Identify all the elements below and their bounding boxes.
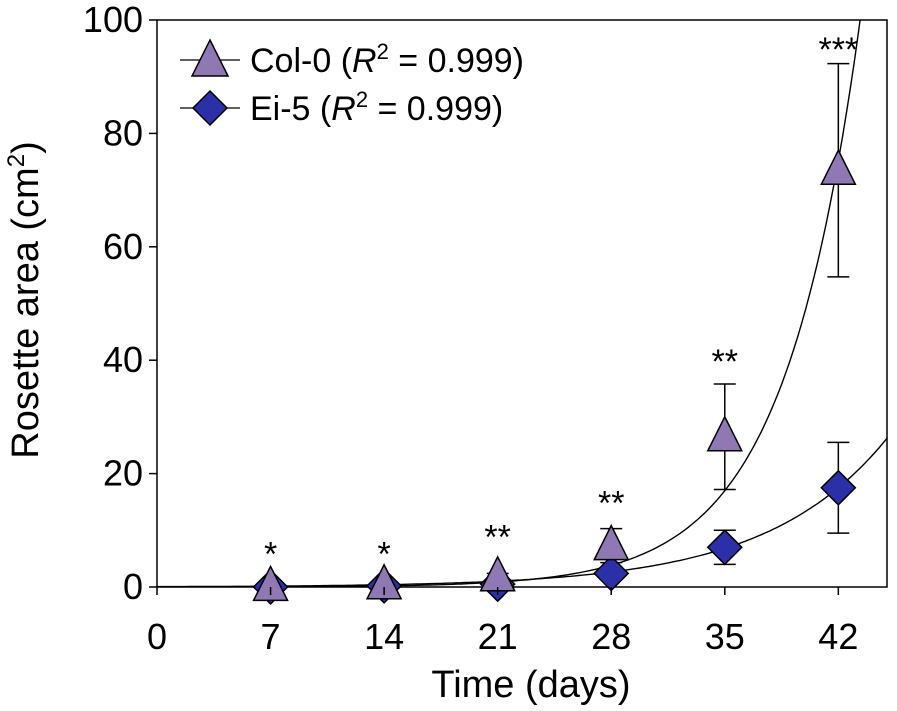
legend-r2-sup-col0: 2 (377, 39, 389, 64)
legend-r2-label-col0: R (352, 42, 377, 80)
data-point-col0 (365, 563, 403, 600)
y-axis-title-main: Rosette area (cm (5, 167, 47, 458)
legend-item-ei5: Ei-5 (R2 = 0.999) (180, 87, 503, 128)
plot-frame (156, 19, 888, 588)
y-tick-label: 80 (103, 112, 143, 153)
y-axis-ticks: 0 20 40 60 80 100 (83, 0, 157, 607)
fit-curve-col0 (157, 20, 861, 587)
plot-border (156, 19, 888, 588)
legend-label-ei5: Ei-5 (250, 90, 310, 128)
y-tick-label: 100 (83, 0, 143, 40)
y-tick-label: 60 (103, 226, 143, 267)
y-axis-title: Rosette area (cm2) (3, 141, 47, 458)
data-point-col0 (252, 564, 289, 602)
legend-r2-value-ei5: = 0.999) (368, 90, 503, 128)
legend-diamond-marker (191, 89, 229, 127)
significance-label: ** (598, 485, 624, 523)
significance-label: ** (712, 343, 738, 381)
data-markers (252, 148, 857, 606)
data-point-col0 (479, 555, 516, 592)
x-tick-label: 0 (147, 616, 167, 657)
x-tick-label: 21 (478, 616, 518, 657)
y-axis-title-close: ) (5, 141, 47, 154)
data-point-col0 (706, 415, 743, 452)
legend-r2-label-ei5: R (331, 90, 356, 128)
data-point-col0 (593, 523, 630, 561)
x-tick-label: 28 (591, 616, 631, 657)
svg-text:Col-0 (R2 = 0.999): Col-0 (R2 = 0.999) (250, 39, 524, 80)
legend-triangle-marker (190, 38, 230, 77)
significance-labels: * * ********* (264, 31, 858, 574)
y-tick-label: 40 (103, 339, 143, 380)
data-point-ei5 (820, 469, 857, 506)
legend-label-col0: Col-0 (250, 42, 331, 80)
x-tick-label: 35 (705, 616, 745, 657)
y-axis-title-superscript: 2 (3, 154, 30, 167)
x-axis-title: Time (days) (431, 664, 630, 706)
legend-r2-value-col0: = 0.999) (389, 42, 524, 80)
y-tick-label: 0 (123, 566, 143, 607)
data-point-col0 (820, 148, 857, 186)
data-point-ei5 (706, 529, 743, 566)
legend: Col-0 (R2 = 0.999) Ei-5 (R2 = 0.999) (180, 38, 524, 128)
legend-r2-sup-ei5: 2 (356, 87, 368, 112)
significance-label: * (377, 536, 390, 574)
significance-label: ** (484, 519, 510, 557)
legend-item-col0: Col-0 (R2 = 0.999) (180, 38, 524, 80)
x-axis-ticks: 0 7 14 21 28 35 42 (147, 587, 858, 657)
significance-label: *** (818, 31, 858, 69)
significance-label: * (264, 536, 277, 574)
x-tick-label: 14 (364, 616, 404, 657)
y-tick-label: 20 (103, 453, 143, 494)
x-tick-label: 42 (818, 616, 858, 657)
error-bars (259, 62, 850, 588)
fit-curves (157, 20, 887, 587)
x-tick-label: 7 (261, 616, 281, 657)
svg-text:Ei-5 (R2 = 0.999): Ei-5 (R2 = 0.999) (250, 87, 503, 128)
